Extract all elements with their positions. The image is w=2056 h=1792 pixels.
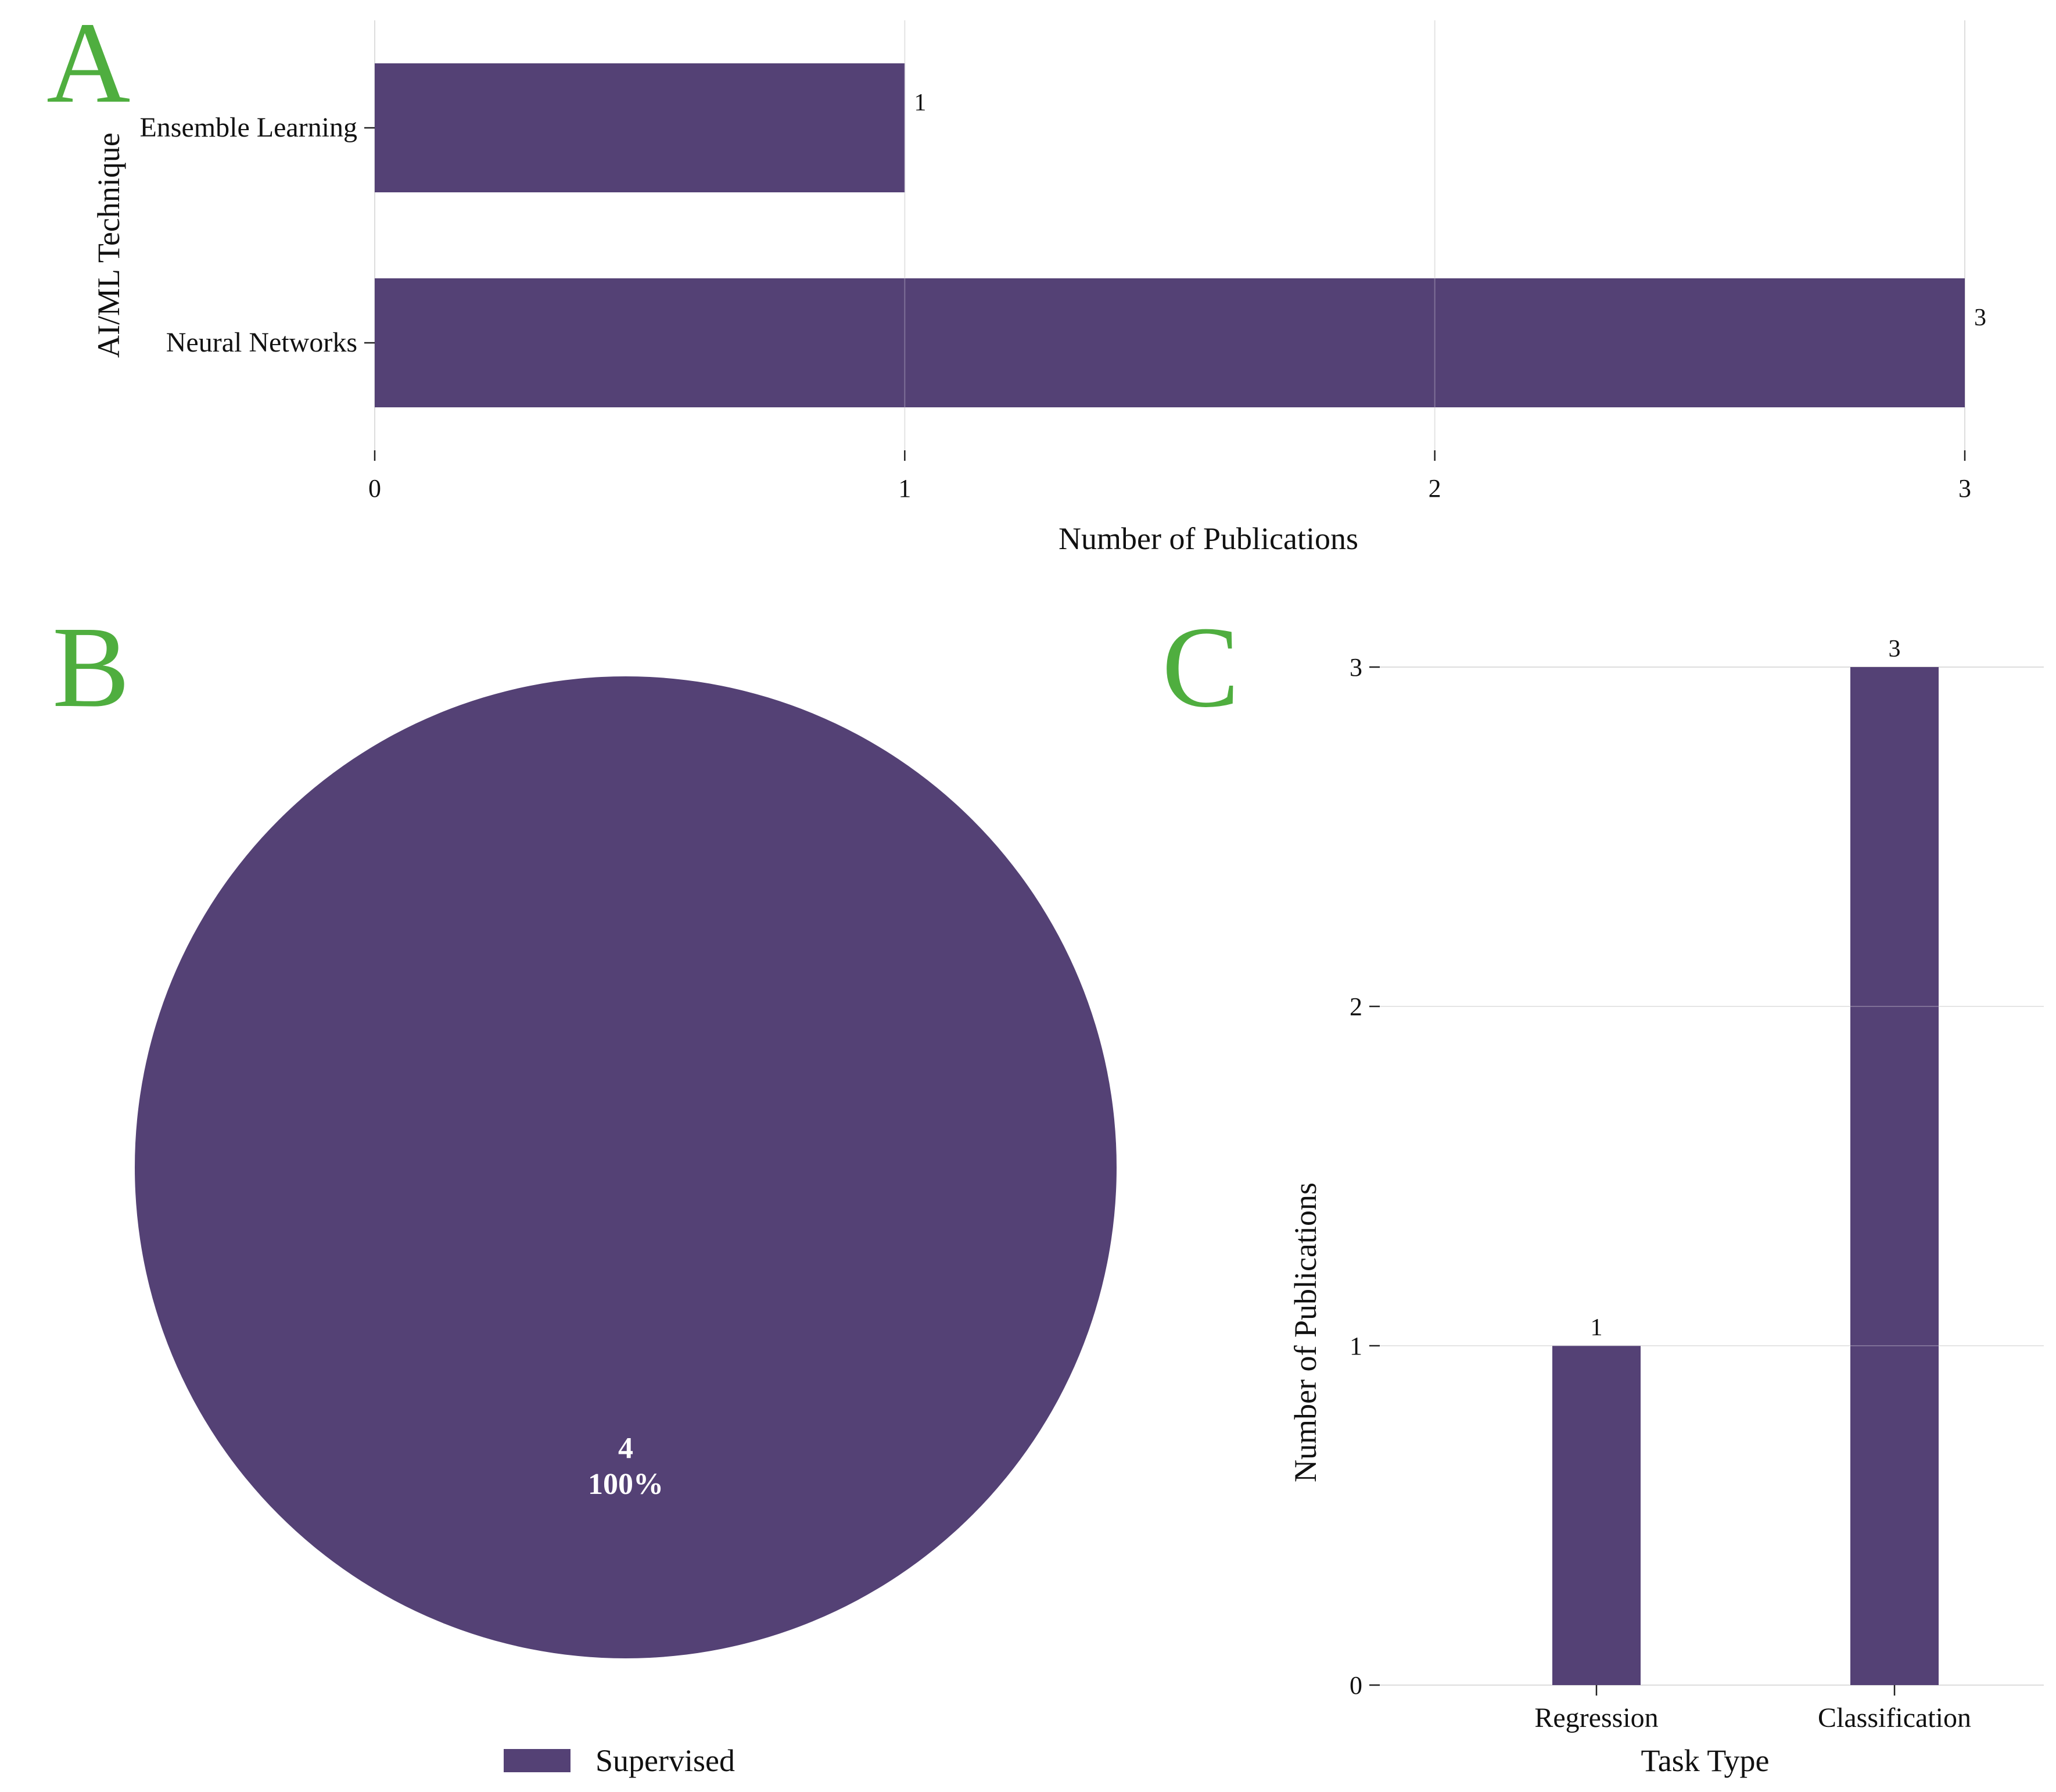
panel-a-bar-chart: 1 3 0 1 2 3 Ensemble Learning Neural Networks… bbox=[46, 0, 1986, 556]
bar bbox=[1552, 1346, 1641, 1685]
panel-c-y-axis-label: Number of Publications bbox=[1288, 1182, 1323, 1482]
data-label: 3 bbox=[1889, 636, 1901, 662]
y-tick-label: 1 bbox=[1350, 1332, 1362, 1360]
y-tick-label: 0 bbox=[1350, 1671, 1362, 1700]
panel-a-x-axis-label: Number of Publications bbox=[1059, 521, 1358, 556]
panel-c-x-axis-label: Task Type bbox=[1641, 1743, 1770, 1778]
pie-percent-label: 100% bbox=[588, 1468, 663, 1501]
category-label: Regression bbox=[1534, 1703, 1658, 1733]
category-label: Neural Networks bbox=[166, 327, 357, 358]
category-label: Classification bbox=[1818, 1703, 1971, 1733]
panel-a-letter: A bbox=[46, 0, 130, 127]
panel-a-y-axis-label: AI/ML Technique bbox=[91, 132, 126, 358]
bar bbox=[375, 63, 905, 192]
pie-count-label: 4 bbox=[618, 1432, 633, 1465]
x-tick-label: 1 bbox=[898, 474, 911, 503]
bar bbox=[375, 278, 1965, 407]
x-tick-label: 2 bbox=[1429, 474, 1441, 503]
data-label: 3 bbox=[1974, 304, 1986, 331]
legend-label-supervised: Supervised bbox=[595, 1743, 735, 1778]
y-tick-label: 3 bbox=[1350, 653, 1362, 682]
y-tick-label: 2 bbox=[1350, 992, 1362, 1021]
panel-c-bar-chart: 1 3 0 1 2 3 Regression Classification Task Ty… bbox=[1162, 603, 2044, 1778]
panel-b-letter: B bbox=[52, 603, 130, 732]
legend-swatch-supervised bbox=[504, 1749, 570, 1772]
panel-c-letter: C bbox=[1162, 603, 1239, 732]
x-tick-label: 3 bbox=[1958, 474, 1971, 503]
data-label: 1 bbox=[914, 89, 926, 116]
data-label: 1 bbox=[1591, 1314, 1603, 1341]
bar bbox=[1850, 667, 1939, 1685]
x-tick-label: 0 bbox=[368, 474, 381, 503]
pie-slice-supervised bbox=[135, 676, 1117, 1658]
category-label: Ensemble Learning bbox=[139, 112, 357, 143]
